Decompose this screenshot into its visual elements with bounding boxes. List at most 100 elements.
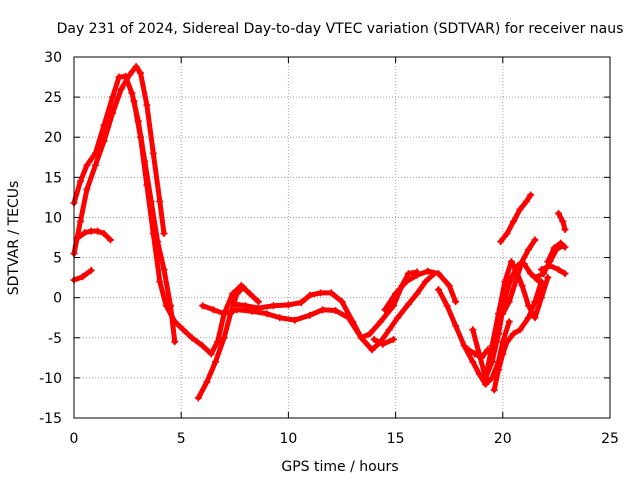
series-track-16 <box>497 191 535 246</box>
series-track-2 <box>70 63 168 258</box>
data-point <box>327 289 335 297</box>
data-point <box>109 109 117 117</box>
data-point <box>162 302 170 310</box>
data-point <box>452 322 460 330</box>
data-point <box>475 370 483 378</box>
data-point <box>452 298 460 306</box>
data-point <box>531 314 539 322</box>
data-point <box>76 217 84 225</box>
data-point <box>269 302 277 310</box>
data-point <box>377 318 385 326</box>
data-point <box>531 236 539 244</box>
y-tick-label: 15 <box>44 170 62 186</box>
data-point <box>291 316 299 324</box>
data-point <box>394 314 402 322</box>
data-point <box>555 209 563 217</box>
data-point <box>424 267 432 275</box>
data-point <box>106 236 114 244</box>
data-point <box>495 366 503 374</box>
data-point <box>370 335 378 343</box>
data-point <box>507 258 515 266</box>
data-point <box>535 278 543 286</box>
y-axis-label: SDTVAR / TECUs <box>6 181 22 296</box>
data-point <box>357 334 365 342</box>
y-tick-label: 20 <box>44 130 62 146</box>
data-point <box>561 270 569 278</box>
data-point <box>537 294 545 302</box>
data-point <box>366 330 374 338</box>
data-point <box>132 63 140 71</box>
chart-title: Day 231 of 2024, Sidereal Day-to-day VTE… <box>57 21 624 37</box>
data-point <box>306 291 314 299</box>
x-tick-label: 5 <box>177 431 186 447</box>
data-point <box>179 326 187 334</box>
data-point <box>510 217 518 225</box>
data-point <box>83 185 91 193</box>
data-point <box>505 318 513 326</box>
data-point <box>160 229 168 237</box>
data-point <box>126 71 134 79</box>
data-point <box>555 266 563 274</box>
data-point <box>537 266 545 274</box>
series-trace <box>538 263 568 277</box>
data-point <box>402 278 410 286</box>
data-point <box>136 133 144 141</box>
data-point <box>469 358 477 366</box>
data-point <box>143 181 151 189</box>
data-point <box>115 73 123 81</box>
data-point <box>207 350 215 358</box>
data-point <box>490 386 498 394</box>
data-point <box>338 298 346 306</box>
data-point <box>460 342 468 350</box>
series-track-22 <box>555 209 569 233</box>
data-point <box>404 270 412 278</box>
y-tick-label: 0 <box>53 291 62 307</box>
data-point <box>194 394 202 402</box>
data-point <box>389 335 397 343</box>
data-point <box>527 191 535 199</box>
y-tick-label: -15 <box>39 411 62 427</box>
data-point <box>254 298 262 306</box>
data-point <box>199 342 207 350</box>
data-point <box>443 302 451 310</box>
data-point <box>233 306 241 314</box>
data-point <box>501 294 509 302</box>
data-point <box>349 318 357 326</box>
data-point <box>87 227 95 235</box>
data-point <box>220 310 228 318</box>
data-point <box>381 306 389 314</box>
series-track-15 <box>490 278 545 394</box>
y-tick-label: 10 <box>44 210 62 226</box>
data-point <box>525 314 533 322</box>
series-trace <box>71 73 178 345</box>
data-point <box>507 274 515 282</box>
plot-frame <box>73 56 611 419</box>
data-point <box>74 234 82 241</box>
series-track-18 <box>495 260 543 326</box>
data-point <box>136 69 144 77</box>
data-point <box>544 274 552 282</box>
data-point <box>379 340 387 348</box>
data-point <box>83 161 91 169</box>
data-point <box>525 246 533 254</box>
data-point <box>518 282 526 290</box>
x-axis-label: GPS time / hours <box>281 459 398 475</box>
y-tick-label: -10 <box>39 371 62 387</box>
series-track-1 <box>70 72 179 346</box>
data-point <box>522 197 530 205</box>
data-point <box>94 227 102 235</box>
data-point <box>233 290 241 298</box>
data-point <box>109 93 117 101</box>
data-point <box>512 278 520 286</box>
data-point <box>559 217 567 225</box>
data-point <box>389 302 397 310</box>
data-point <box>434 286 442 294</box>
data-point <box>220 334 228 342</box>
series-track-10 <box>381 267 460 314</box>
data-point <box>81 229 89 237</box>
x-tick-label: 15 <box>387 431 405 447</box>
data-point <box>128 89 136 97</box>
data-point <box>516 326 524 334</box>
data-point <box>413 271 421 279</box>
